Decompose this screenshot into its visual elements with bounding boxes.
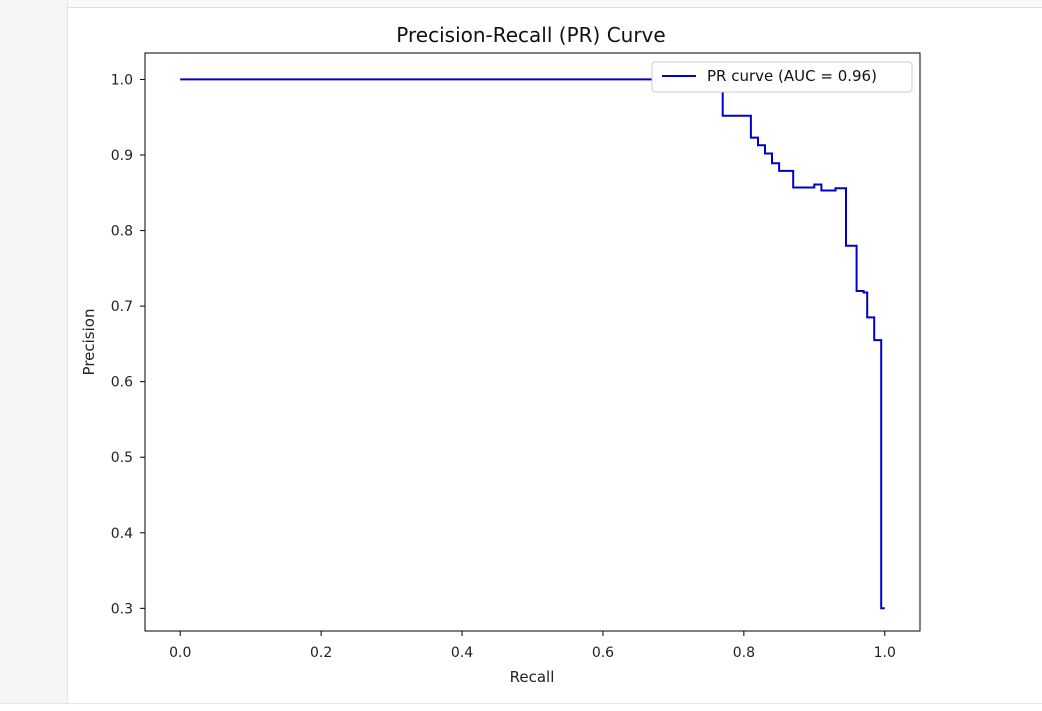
plot-area	[180, 78, 885, 610]
y-tick-label: 0.9	[111, 148, 133, 164]
series-line-0	[180, 78, 885, 610]
y-tick-label: 0.8	[111, 224, 133, 240]
x-tick-label: 0.4	[451, 645, 473, 661]
left-gutter	[0, 0, 68, 703]
y-tick-label: 0.5	[111, 450, 133, 466]
y-tick-label: 0.3	[111, 601, 133, 617]
x-tick-label: 0.6	[592, 645, 614, 661]
bottom-rule	[0, 703, 1042, 704]
chart-title: Precision-Recall (PR) Curve	[396, 23, 665, 47]
y-axis-label: Precision	[80, 309, 98, 376]
x-tick-label: 0.2	[310, 645, 332, 661]
x-axis-label: Recall	[510, 668, 555, 686]
y-axis: 0.3 0.4 0.5 0.6 0.7 0.8 0.9 1.0	[111, 72, 145, 617]
y-tick-label: 1.0	[111, 72, 133, 88]
axes-frame	[144, 52, 921, 632]
x-tick-label: 1.0	[874, 645, 896, 661]
x-tick-label: 0.8	[733, 645, 755, 661]
y-tick-label: 0.4	[111, 526, 133, 542]
x-tick-label: 0.0	[169, 645, 191, 661]
y-tick-label: 0.7	[111, 299, 133, 315]
y-tick-label: 0.6	[111, 375, 133, 391]
x-axis: 0.0 0.2 0.4 0.6 0.8 1.0	[169, 631, 896, 661]
legend: PR curve (AUC = 0.96)	[651, 61, 913, 93]
legend-entry-label: PR curve (AUC = 0.96)	[707, 67, 877, 85]
legend-box	[651, 61, 913, 93]
top-rule	[68, 0, 1042, 8]
